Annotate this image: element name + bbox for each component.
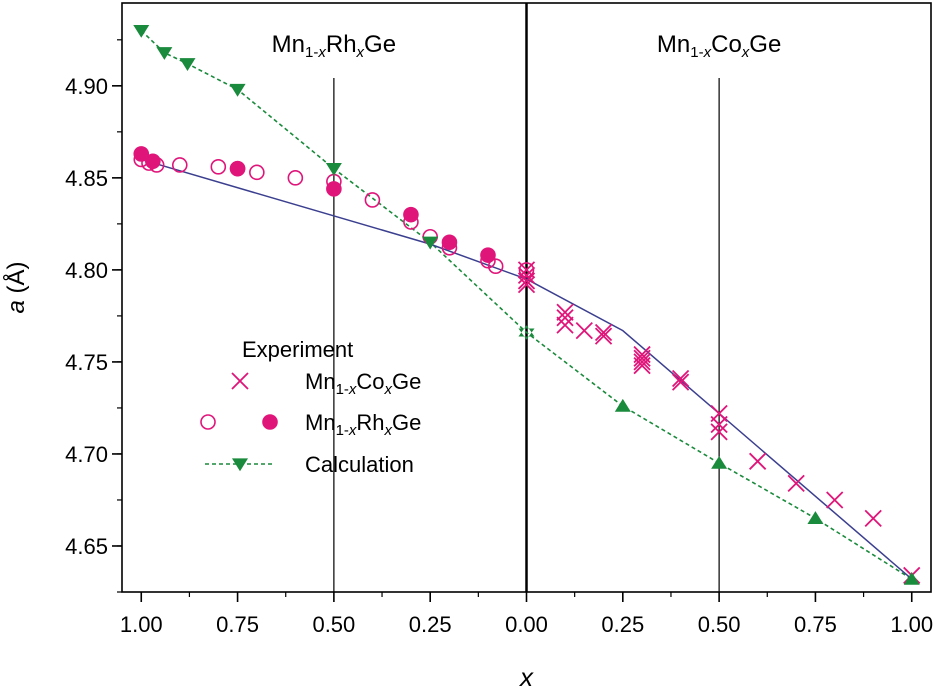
triangle-marker [179,58,196,71]
cross-marker [671,373,690,391]
cross-marker [594,327,613,345]
cross-marker [575,321,593,340]
filled-circle-marker [326,181,342,197]
legend-entry-calc: Calculation [305,452,414,477]
cross-marker [749,452,767,470]
filled-circle-marker [262,414,278,430]
cross-marker [594,323,613,342]
triangle-marker [232,458,248,472]
legend-entry-rh: Mn1-xRhxGe [305,410,421,439]
y-tick-label: 4.75 [65,350,108,375]
open-circle-marker [200,414,216,430]
x-tick-label: 0.75 [794,612,837,637]
y-tick-label: 4.65 [65,534,108,559]
open-circle-marker [287,170,304,186]
x-tick-label: 1.00 [120,612,163,637]
open-circle-marker [249,164,265,181]
cross-marker [787,474,805,493]
cross-marker [864,509,882,528]
reference-lines [333,3,720,592]
cross-marker [633,349,651,367]
cross-marker [710,415,728,434]
legend: Experiment Mn1-xCoxGe Mn1-xRhxGe Calculatio… [200,337,421,477]
cross-marker [517,275,536,294]
cross-marker [556,303,574,321]
legend-entry-co: Mn1-xCoxGe [305,369,421,398]
y-tick-label: 4.85 [65,166,108,191]
filled-circle-marker [145,153,161,170]
cross-marker [231,372,249,390]
panel-labels: Mn1-xRhxGe Mn1-xCoxGe [272,31,782,61]
x-tick-label: 1.00 [890,612,933,637]
panel-label-left: Mn1-xRhxGe [272,31,396,61]
open-circle-marker [364,192,381,208]
x-tick-label: 0.75 [216,612,259,637]
filled-circle-marker [480,247,496,263]
cross-marker [633,356,651,375]
cross-marker [517,266,536,285]
filled-circle-marker [441,234,458,251]
cross-marker [556,309,574,327]
cross-marker [826,491,844,509]
y-tick-label: 4.80 [65,258,108,283]
cross-marker [633,353,651,371]
panel-label-right: Mn1-xCoxGe [657,31,781,61]
x-tick-label: 0.50 [312,612,355,637]
x-tick-label: 0.25 [601,612,644,637]
open-circle-marker [487,258,504,275]
triangle-marker [422,236,439,250]
triangle-marker [903,571,920,585]
triangle-marker [325,163,342,176]
open-circle-marker [210,159,227,175]
y-tick-label: 4.90 [65,74,108,99]
axes [112,2,932,602]
cross-marker [671,369,690,388]
triangle-marker [518,325,535,340]
cross-marker [710,423,728,441]
triangle-marker [229,83,246,97]
legend-title: Experiment [242,337,353,362]
filled-circle-marker [403,206,419,223]
triangle-marker [133,25,150,38]
x-tick-label: 0.50 [698,612,741,637]
open-circle-marker [171,157,188,173]
triangle-marker [807,511,824,524]
cross-marker [517,272,536,290]
x-tick-label: 0.00 [505,612,548,637]
filled-circle-marker [229,160,246,177]
open-circle-marker [518,262,535,278]
triangle-marker [711,455,728,469]
y-tick-label: 4.70 [65,442,108,467]
filled-circle-marker [133,146,150,162]
x-axis-title: x [518,662,534,692]
axis-labels: 4.65 4.70 4.75 4.80 4.85 4.90 1.00 0.75 0.50 0.25… [2,74,933,692]
cross-marker [556,316,574,334]
series-markers [133,25,921,585]
x-tick-label: 0.25 [409,612,452,637]
y-axis-title: a (Å) [2,261,30,313]
triangle-marker [614,398,631,412]
triangle-marker [156,47,173,60]
